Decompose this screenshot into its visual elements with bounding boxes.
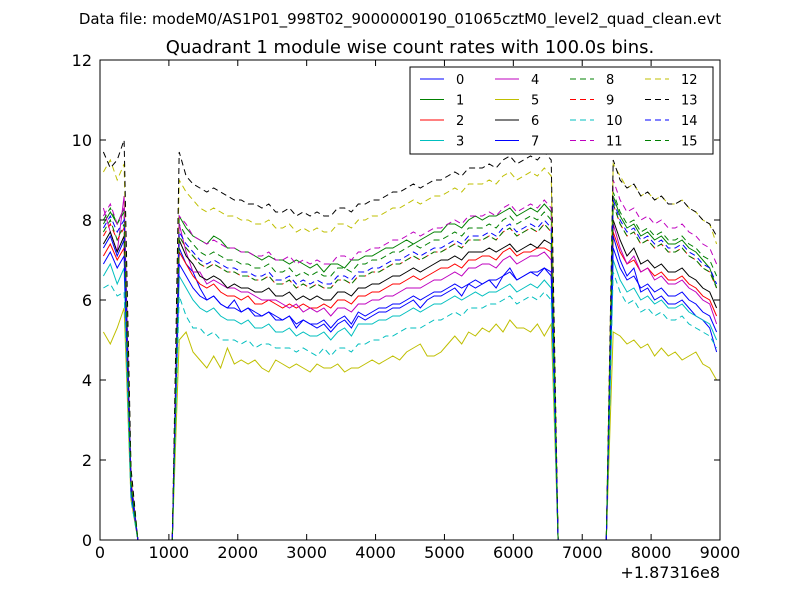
- series-11-line: [102, 179, 718, 540]
- x-tick-label: 5000: [424, 543, 465, 562]
- legend-label-5: 5: [531, 94, 539, 109]
- legend-box: [409, 66, 714, 155]
- y-tick-label: 10: [72, 131, 92, 150]
- series-13-line: [102, 139, 718, 540]
- legend-label-11: 11: [606, 135, 623, 150]
- x-tick-label: 3000: [286, 543, 327, 562]
- series-layer: [102, 139, 718, 540]
- chart-title: Quadrant 1 module wise count rates with …: [166, 37, 655, 58]
- legend-label-3: 3: [456, 135, 464, 150]
- series-4-line: [102, 195, 718, 540]
- x-tick-label: 4000: [355, 543, 396, 562]
- x-tick-label: 2000: [217, 543, 258, 562]
- legend-label-9: 9: [606, 94, 614, 109]
- legend-label-8: 8: [606, 73, 614, 88]
- y-tick-label: 4: [82, 371, 92, 390]
- series-15-line: [102, 203, 718, 540]
- x-tick-label: 8000: [631, 543, 672, 562]
- series-8-line: [102, 191, 718, 540]
- x-axis: 0 1000 2000 3000 4000 5000 6000 7000 8000 9000: [95, 60, 740, 562]
- y-tick-label: 12: [72, 51, 92, 70]
- legend-label-15: 15: [681, 135, 698, 150]
- x-tick-label: 6000: [493, 543, 534, 562]
- figure-suptitle: Data file: modeM0/AS1P01_998T02_90000001…: [79, 10, 721, 29]
- y-tick-label: 6: [82, 291, 92, 310]
- x-axis-offset-label: +1.87316e8: [620, 563, 720, 582]
- legend-label-1: 1: [456, 94, 464, 109]
- legend-label-12: 12: [681, 73, 698, 88]
- legend-label-6: 6: [531, 114, 539, 129]
- series-12-line: [102, 158, 718, 540]
- x-tick-label: 1000: [149, 543, 190, 562]
- y-tick-label: 0: [82, 531, 92, 550]
- legend-label-10: 10: [606, 114, 623, 129]
- series-14-line: [102, 199, 718, 540]
- series-0-line: [102, 234, 718, 540]
- series-7-line: [102, 247, 718, 540]
- y-tick-label: 2: [82, 451, 92, 470]
- x-tick-label: 9000: [700, 543, 741, 562]
- x-tick-label: 7000: [562, 543, 603, 562]
- series-3-line: [102, 259, 718, 540]
- series-6-line: [102, 219, 718, 540]
- legend-label-4: 4: [531, 73, 539, 88]
- legend-label-2: 2: [456, 114, 464, 129]
- x-tick-label: 0: [95, 543, 105, 562]
- legend-label-0: 0: [456, 73, 464, 88]
- legend-label-14: 14: [681, 114, 698, 129]
- legend-label-7: 7: [531, 135, 539, 150]
- legend-label-13: 13: [681, 94, 698, 109]
- series-2-line: [102, 231, 718, 540]
- y-tick-label: 8: [82, 211, 92, 230]
- series-5-line: [102, 307, 718, 540]
